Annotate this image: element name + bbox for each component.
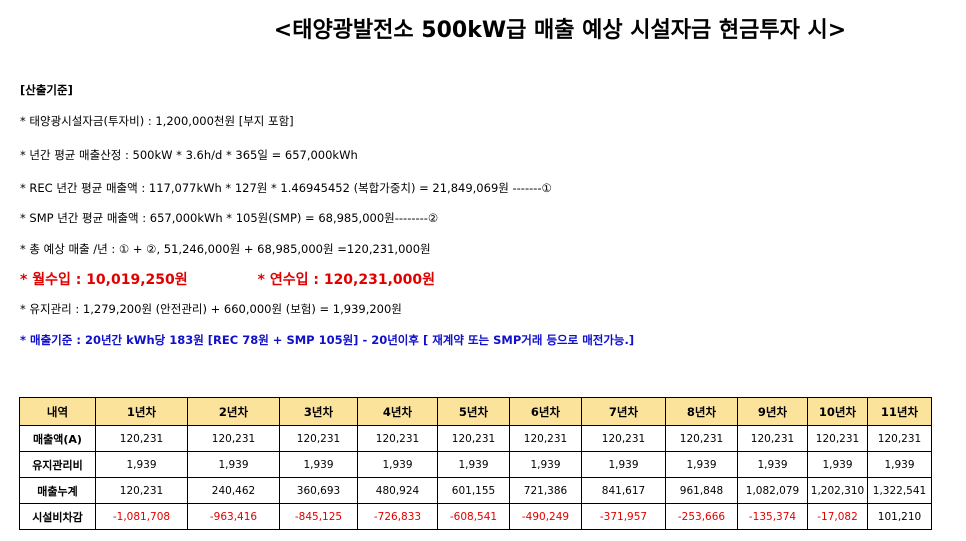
sales-basis-line: * 매출기준 : 20년간 kWh당 183원 [REC 78원 + SMP 1… [20,333,635,347]
table-cell: 1,322,541 [867,477,932,504]
income-line: * 월수입 : 10,019,250원 * 연수입 : 120,231,000원 [20,269,435,289]
year-header: 6년차 [509,397,582,426]
rec-line: * REC 년간 평균 매출액 : 117,077kWh * 127원 * 1.… [20,181,552,195]
table-cell: 120,231 [581,425,666,452]
table-cell: 1,939 [357,451,438,478]
table-cell: 961,848 [665,477,738,504]
table-cell: -371,957 [581,503,666,530]
monthly-income: * 월수입 : 10,019,250원 [20,272,188,288]
table-cell: -490,249 [509,503,582,530]
table-row: 시설비차감 -1,081,708 -963,416 -845,125 -726,… [19,503,932,530]
header-label-cell: 내역 [19,397,96,426]
table-cell: 120,231 [867,425,932,452]
year-header: 1년차 [95,397,188,426]
table-row: 유지관리비 1,939 1,939 1,939 1,939 1,939 1,93… [19,451,932,478]
year-header: 2년차 [187,397,280,426]
table-cell: 240,462 [187,477,280,504]
row-label: 시설비차감 [19,503,96,530]
table-cell: 1,939 [95,451,188,478]
table-cell: 120,231 [187,425,280,452]
table-cell: -845,125 [279,503,358,530]
table-cell: 601,155 [437,477,510,504]
investment-line: * 태양광시설자금(투자비) : 1,200,000천원 [부지 포함] [20,114,294,128]
table-cell: 120,231 [95,425,188,452]
table-cell: 1,939 [581,451,666,478]
table-cell: 1,939 [737,451,808,478]
table-row: 매출액(A) 120,231 120,231 120,231 120,231 1… [19,425,932,452]
table-cell: 1,939 [187,451,280,478]
table-cell: 120,231 [437,425,510,452]
row-label: 매출누계 [19,477,96,504]
table-cell: 101,210 [867,503,932,530]
table-cell: 1,202,310 [807,477,868,504]
table-cell: -963,416 [187,503,280,530]
year-header: 8년차 [665,397,738,426]
year-header: 4년차 [357,397,438,426]
table-cell: 1,939 [279,451,358,478]
table-cell: 1,939 [509,451,582,478]
table-cell: 1,939 [437,451,510,478]
table-cell: -726,833 [357,503,438,530]
table-cell: 120,231 [737,425,808,452]
table-cell: 1,939 [867,451,932,478]
row-label: 매출액(A) [19,425,96,452]
table-cell: -1,081,708 [95,503,188,530]
revenue-table: 내역 1년차 2년차 3년차 4년차 5년차 6년차 7년차 8년차 9년차 1… [19,397,932,530]
table-cell: 1,939 [665,451,738,478]
year-header: 7년차 [581,397,666,426]
table-cell: -135,374 [737,503,808,530]
table-cell: 360,693 [279,477,358,504]
table-cell: 120,231 [665,425,738,452]
table-cell: -17,082 [807,503,868,530]
year-header: 3년차 [279,397,358,426]
page-title: <태양광발전소 500kW급 매출 예상 시설자금 현금투자 시> [273,18,847,43]
table-cell: -253,666 [665,503,738,530]
table-header-row: 내역 1년차 2년차 3년차 4년차 5년차 6년차 7년차 8년차 9년차 1… [19,397,932,426]
table-cell: 120,231 [357,425,438,452]
table-cell: 120,231 [95,477,188,504]
table-cell: 841,617 [581,477,666,504]
basis-header: [산출기준] [20,83,73,97]
year-header: 9년차 [737,397,808,426]
annual-calc-line: * 년간 평균 매출산정 : 500kW * 3.6h/d * 365일 = 6… [20,148,358,162]
row-label: 유지관리비 [19,451,96,478]
table-cell: 120,231 [509,425,582,452]
table-row: 매출누계 120,231 240,462 360,693 480,924 601… [19,477,932,504]
table-cell: -608,541 [437,503,510,530]
smp-line: * SMP 년간 평균 매출액 : 657,000kWh * 105원(SMP)… [20,211,439,225]
yearly-income: * 연수입 : 120,231,000원 [257,272,436,288]
total-line: * 총 예상 매출 /년 : ① + ②, 51,246,000원 + 68,9… [20,242,431,256]
table-cell: 1,082,079 [737,477,808,504]
table-cell: 120,231 [807,425,868,452]
maintenance-line: * 유지관리 : 1,279,200원 (안전관리) + 660,000원 (보… [20,302,402,316]
year-header: 11년차 [867,397,932,426]
year-header: 10년차 [807,397,868,426]
table-cell: 721,386 [509,477,582,504]
table-cell: 120,231 [279,425,358,452]
table-cell: 1,939 [807,451,868,478]
table-cell: 480,924 [357,477,438,504]
year-header: 5년차 [437,397,510,426]
